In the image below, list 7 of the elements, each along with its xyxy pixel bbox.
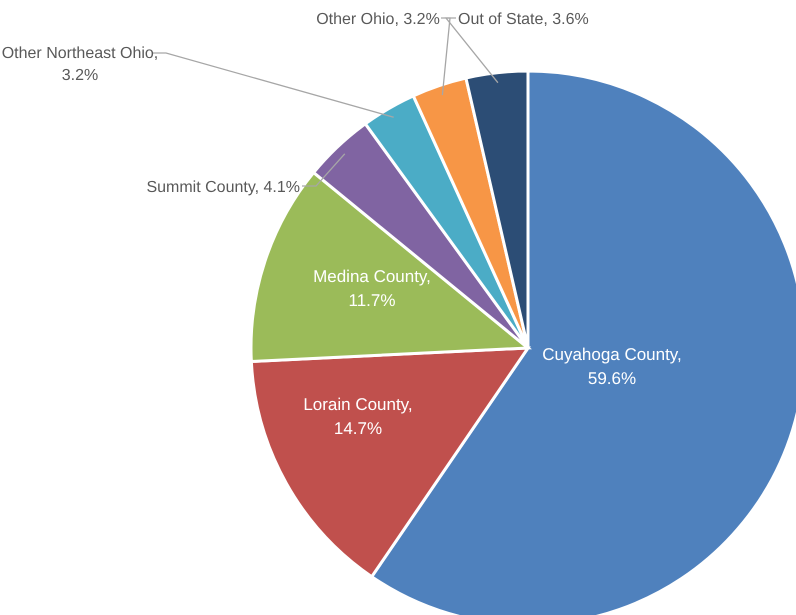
slice-label: Out of State, 3.6% (458, 11, 589, 28)
slice-label: Lorain County, 14.7% (303, 395, 413, 438)
slice-label: Medina County, 11.7% (313, 267, 431, 310)
slice-label: Other Ohio, 3.2% (316, 11, 440, 28)
slice-label: Summit County, 4.1% (146, 179, 300, 196)
slice-label: Cuyahoga County, 59.6% (542, 345, 682, 388)
slice-label: Other Northeast Ohio, 3.2% (2, 45, 158, 84)
